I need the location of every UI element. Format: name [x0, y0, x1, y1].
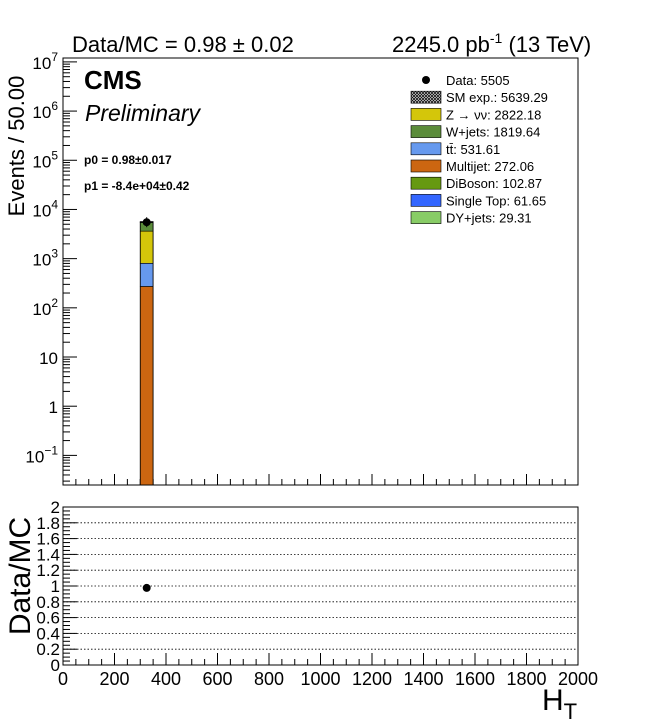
legend-swatch: [410, 176, 442, 190]
legend-label: tt̄: 531.61: [446, 142, 500, 157]
legend-label: W+jets: 1819.64: [446, 125, 540, 140]
upper-y-tick-label: 106: [32, 99, 58, 122]
preliminary-label: Preliminary: [85, 100, 202, 126]
lower-y-tick-label: 1.8: [36, 514, 60, 533]
x-tick-label: 800: [254, 669, 284, 689]
ratio-y-axis-label: Data/MC: [4, 517, 37, 635]
upper-y-tick-label: 10: [39, 349, 58, 368]
legend-swatch: [410, 159, 442, 173]
luminosity-label: 2245.0 pb-1 (13 TeV): [392, 30, 591, 57]
legend-label: Data: 5505: [446, 73, 510, 88]
legend-label: SM exp.: 5639.29: [446, 90, 548, 105]
x-axis-label-base: H: [542, 684, 564, 717]
legend-label: Z → νν: 2822.18: [446, 107, 541, 122]
x-tick-label: 1600: [455, 669, 495, 689]
upper-y-tick-label: 1: [49, 398, 58, 417]
ratio-point: [142, 583, 151, 592]
x-tick-label: 1000: [300, 669, 340, 689]
lower-y-tick-label: 0.8: [36, 593, 60, 612]
upper-y-tick-label: 107: [32, 50, 58, 73]
lower-y-tick-labels: 00.20.40.60.811.21.41.61.82: [36, 498, 60, 675]
upper-axis-ticks: [62, 61, 579, 485]
stack-segment: [139, 230, 154, 264]
lower-y-tick-label: 0.4: [36, 624, 60, 643]
legend-swatch: [410, 211, 442, 224]
legend-label: Single Top: 61.65: [446, 193, 546, 208]
fit-p1-label: p1 = -8.4e+04±0.42: [84, 179, 190, 193]
legend-marker: [422, 76, 430, 84]
stack-segment: [139, 286, 154, 486]
upper-y-tick-label: 103: [32, 247, 58, 270]
legend-label: DiBoson: 102.87: [446, 176, 542, 191]
data-marker: [142, 217, 151, 228]
upper-y-tick-label: 10−1: [25, 443, 58, 466]
lower-y-tick-label: 1.4: [36, 545, 60, 564]
lower-y-tick-label: 1: [51, 577, 60, 596]
upper-y-tick-labels: 10−1 1 10 102 103 104 105 106 107: [25, 50, 58, 466]
x-tick-label: 200: [99, 669, 129, 689]
stack-segment: [139, 263, 154, 287]
cms-label: CMS: [84, 65, 142, 95]
x-axis-label-sub: T: [564, 699, 577, 722]
stacked-histogram: [139, 221, 154, 486]
legend-swatch: [410, 125, 442, 138]
x-tick-label: 400: [151, 669, 181, 689]
ratio-points: [142, 583, 151, 592]
x-tick-label: 1800: [506, 669, 546, 689]
legend-swatch: [410, 90, 442, 104]
legend: Data: 5505 SM exp.: 5639.29 Z → νν: 2822.1…: [410, 73, 548, 226]
lower-axis-ticks: [62, 506, 579, 666]
legend-swatch: [410, 108, 442, 121]
lower-y-tick-label: 2: [51, 498, 60, 517]
lower-y-tick-label: 0.2: [36, 640, 60, 659]
legend-swatch: [410, 142, 442, 156]
upper-y-tick-label: 104: [32, 197, 58, 220]
ratio-gridlines: [63, 522, 578, 650]
data-point: [142, 218, 151, 227]
energy-label: (13 TeV): [508, 32, 591, 57]
legend-label: DY+jets: 29.31: [446, 211, 532, 226]
x-tick-label: 1200: [352, 669, 392, 689]
x-tick-labels: 0 200 400 600 800 1000 1200 1400 1600 1800 2000: [58, 669, 598, 689]
x-tick-label: 0: [58, 669, 68, 689]
lower-y-tick-label: 0.6: [36, 609, 60, 628]
fit-p0-label: p0 = 0.98±0.017: [84, 153, 172, 167]
x-tick-label: 600: [202, 669, 232, 689]
luminosity-value: 2245.0 pb: [392, 32, 490, 57]
lower-y-tick-label: 0: [51, 656, 60, 675]
x-tick-label: 1400: [403, 669, 443, 689]
data-mc-ratio-header: Data/MC = 0.98 ± 0.02: [72, 32, 294, 57]
lower-y-tick-label: 1.6: [36, 530, 60, 549]
legend-label: Multijet: 272.06: [446, 159, 534, 174]
upper-y-tick-label: 105: [32, 148, 58, 171]
legend-swatch: [410, 194, 442, 207]
x-tick-label: 2000: [558, 669, 598, 689]
luminosity-exponent: -1: [490, 30, 503, 46]
upper-y-axis-label: Events / 50.00: [4, 76, 29, 217]
x-axis-label: HT: [542, 684, 577, 722]
upper-y-tick-label: 102: [32, 296, 58, 319]
lower-y-tick-label: 1.2: [36, 561, 60, 580]
